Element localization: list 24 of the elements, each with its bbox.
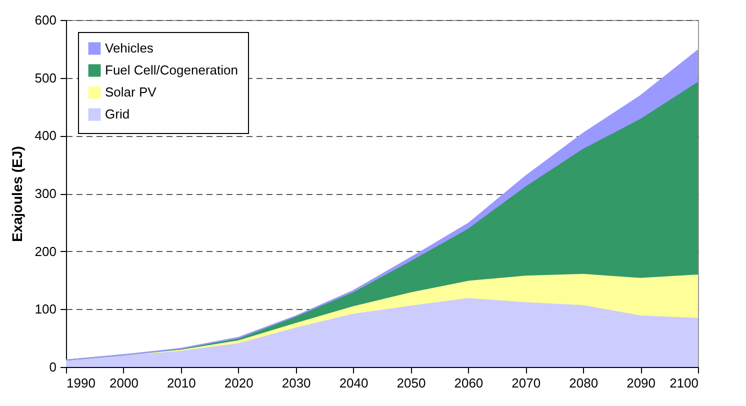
x-tick-label: 2060 [454,376,484,390]
x-tick-label: 1990 [66,376,96,390]
x-tick-label: 2070 [512,376,541,390]
legend-label: Grid [105,106,130,122]
x-tick-label: 2010 [166,376,196,390]
x-tick-label: 2020 [224,376,254,390]
y-tick-label: 300 [34,186,56,201]
x-tick-label: 2090 [626,376,656,390]
y-tick-label: 100 [34,302,56,317]
x-tick-label: 2040 [339,376,368,390]
x-tick-label: 2030 [282,376,311,390]
x-tick-label: 2100 [670,376,698,390]
y-tick-label: 0 [49,360,56,374]
x-tick-label: 2080 [569,376,598,390]
y-tick-label: 500 [34,70,56,86]
legend-label: Solar PV [105,84,157,100]
y-tick-label: 600 [34,12,56,28]
y-axis-title: Exajoules (EJ) [8,146,25,242]
y-tick-label: 400 [34,128,56,144]
legend-label: Fuel Cell/Cogeneration [105,62,238,78]
y-tick-label: 200 [34,244,56,259]
x-tick-label: 2000 [109,376,138,390]
x-tick-label: 2050 [396,376,426,390]
legend-label: Vehicles [105,40,154,56]
